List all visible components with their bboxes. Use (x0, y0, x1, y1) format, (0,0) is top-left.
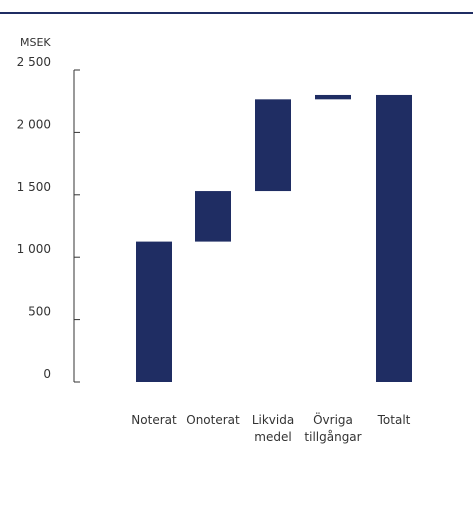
bar (315, 94, 351, 100)
y-tick-label: 1 000 (17, 242, 51, 256)
y-tick-label: 2 500 (17, 55, 51, 69)
bars (136, 94, 412, 383)
bar (136, 241, 172, 382)
x-category-label: medel (254, 430, 291, 444)
x-category-label: Övriga (313, 411, 353, 427)
x-category-label: Noterat (131, 413, 177, 427)
bar (195, 191, 231, 242)
x-category-label: Onoterat (186, 413, 240, 427)
y-tick-label: 1 500 (17, 180, 51, 194)
x-axis-labels: Noterat Onoterat Likvida medel Övriga tillgån… (131, 411, 410, 444)
y-tick-label: 2 000 (17, 117, 51, 131)
bar (255, 99, 291, 192)
x-category-label: Totalt (377, 413, 411, 427)
unit-label: MSEK (20, 36, 51, 49)
y-tick-label: 500 (28, 305, 51, 319)
bar (376, 94, 412, 383)
x-category-label: Likvida (252, 413, 294, 427)
y-tick-label: 0 (43, 367, 51, 381)
top-rule (0, 12, 473, 14)
y-axis: 0 500 1 000 1 500 2 000 2 500 (17, 55, 80, 383)
x-category-label: tillgångar (304, 430, 361, 444)
